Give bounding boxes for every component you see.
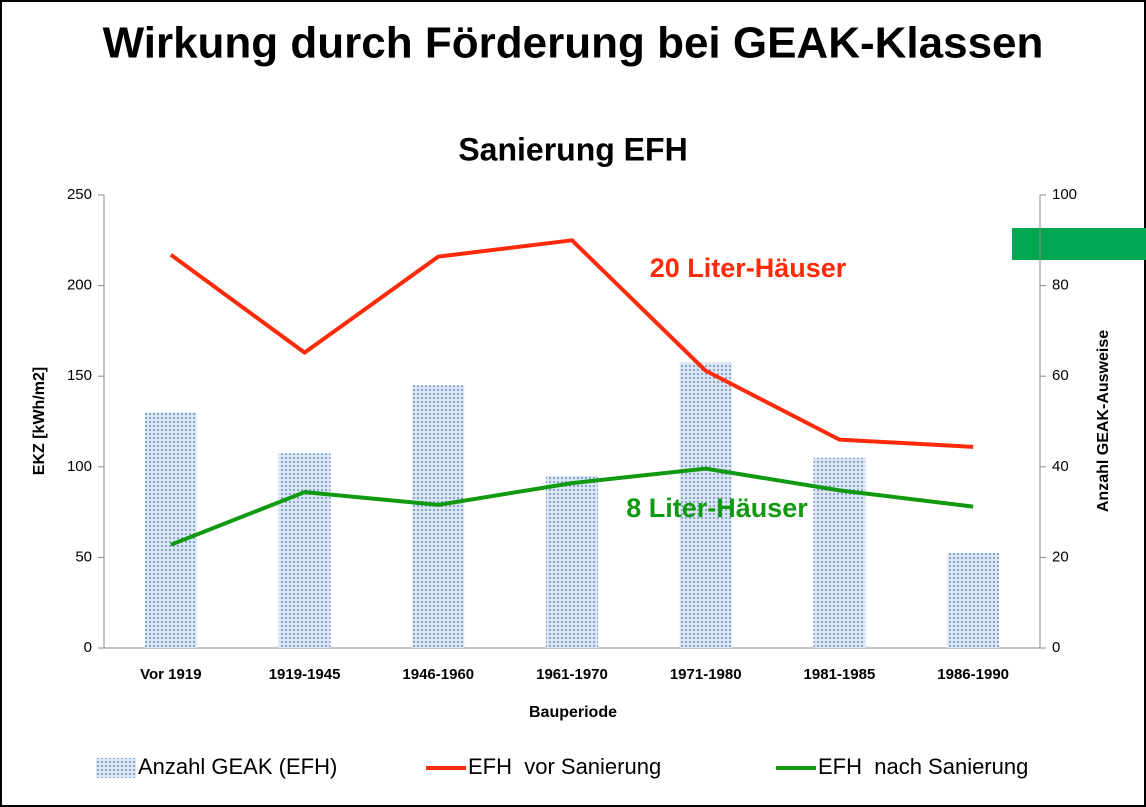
legend-swatch [96, 758, 136, 778]
y2-tick-label: 0 [1052, 639, 1060, 656]
legend-label: EFH nach Sanierung [818, 754, 1028, 779]
y-tick-label: 100 [67, 458, 92, 475]
y2-tick-label: 80 [1052, 277, 1069, 294]
y2-tick-label: 40 [1052, 458, 1069, 475]
y2-axis-label: Anzahl GEAK-Ausweise [1095, 330, 1112, 512]
y2-tick-label: 60 [1052, 367, 1069, 384]
x-tick-label: 1946-1960 [402, 666, 474, 683]
bar [947, 552, 1000, 648]
line [169, 238, 974, 449]
line [170, 466, 974, 547]
x-tick-label: 1986-1990 [937, 666, 1009, 683]
annotation: 20 Liter-Häuser [650, 253, 847, 283]
bar [546, 475, 598, 648]
bar [144, 412, 197, 648]
y-tick-label: 200 [67, 277, 92, 294]
y2-tick-label: 20 [1052, 548, 1069, 565]
x-tick-label: 1961-1970 [536, 666, 608, 683]
y2-tick-label: 100 [1052, 186, 1077, 203]
y-axis-label: EKZ [kWh/m2] [31, 367, 48, 475]
y-tick-label: 250 [67, 186, 92, 203]
bar [412, 385, 465, 648]
annotation: 8 Liter-Häuser [626, 493, 808, 523]
slide-title: Wirkung durch Förderung bei GEAK-Klassen [103, 19, 1044, 68]
chart-title: Sanierung EFH [458, 131, 687, 167]
y-tick-label: 50 [75, 548, 92, 565]
x-tick-label: 1981-1985 [804, 666, 876, 683]
x-tick-label: 1971-1980 [670, 666, 742, 683]
legend-label: EFH vor Sanierung [468, 754, 661, 779]
bar [278, 453, 331, 648]
y-tick-label: 0 [84, 639, 92, 656]
legend-label: Anzahl GEAK (EFH) [138, 754, 337, 779]
decor-bar [1012, 228, 1146, 260]
bar [679, 362, 732, 648]
x-tick-label: 1919-1945 [269, 666, 341, 683]
y-tick-label: 150 [67, 367, 92, 384]
x-axis-label: Bauperiode [529, 704, 617, 721]
x-tick-label: Vor 1919 [140, 666, 201, 683]
